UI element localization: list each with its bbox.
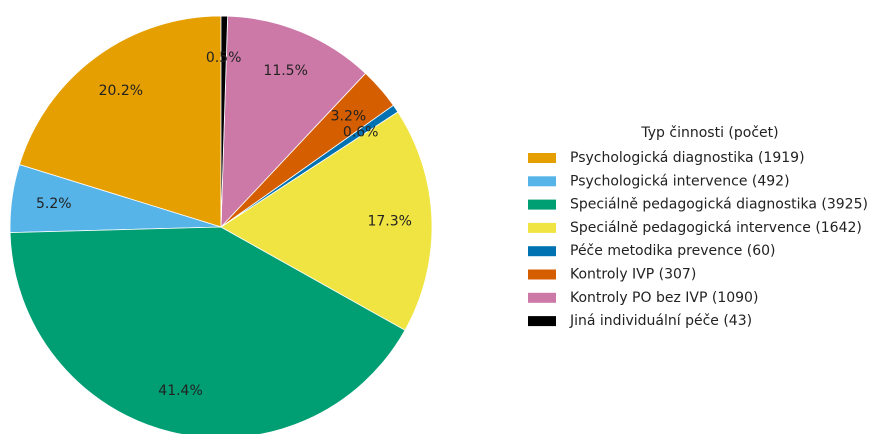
slice-label: 20.2%: [99, 83, 143, 99]
slice-label: 11.5%: [263, 63, 307, 79]
legend-label: Speciálně pedagogická diagnostika (3925): [570, 197, 868, 213]
legend-label: Psychologická intervence (492): [570, 173, 790, 189]
legend-label: Kontroly PO bez IVP (1090): [570, 290, 758, 306]
slice-label: 17.3%: [367, 213, 411, 229]
pie-slice: [220, 15, 367, 229]
legend-swatch: [528, 199, 556, 210]
legend-swatch: [528, 269, 556, 280]
legend-label: Speciálně pedagogická intervence (1642): [570, 220, 862, 236]
pie-slice: [9, 226, 406, 434]
pie-slice: [220, 111, 433, 331]
pie-slice: [18, 15, 222, 228]
legend-swatch: [528, 222, 556, 233]
pie-slice: [220, 15, 229, 228]
legend-label: Jiná individuální péče (43): [569, 313, 752, 329]
legend-swatch: [528, 176, 556, 187]
slice-label: 3.2%: [331, 108, 367, 124]
legend-label: Péče metodika prevence (60): [570, 243, 776, 259]
slice-label: 41.4%: [158, 383, 202, 399]
legend-swatch: [528, 246, 556, 257]
slice-label: 5.2%: [36, 196, 72, 212]
legend-swatch: [528, 153, 556, 163]
legend-swatch: [528, 316, 556, 327]
slice-label: 0.6%: [343, 124, 379, 140]
legend-title: Typ činnosti (počet): [640, 125, 778, 141]
legend-swatch: [528, 292, 556, 303]
legend-label: Psychologická diagnostika (1919): [570, 150, 805, 166]
slice-label: 0.5%: [206, 50, 242, 66]
legend-label: Kontroly IVP (307): [570, 267, 696, 283]
